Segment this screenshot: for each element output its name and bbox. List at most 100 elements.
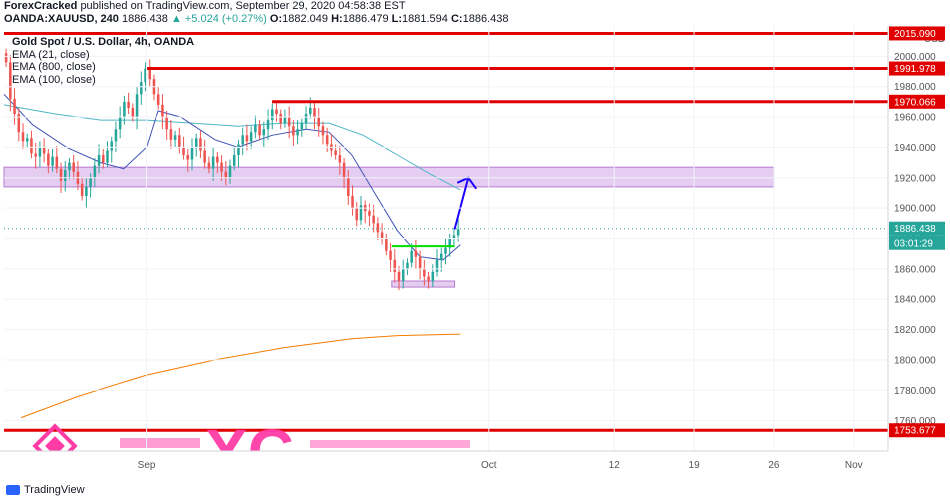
- price-tick-label: 2000.000: [894, 52, 936, 63]
- candle: [376, 217, 380, 241]
- candle-body: [266, 120, 270, 130]
- candle: [80, 177, 84, 201]
- candle-body: [397, 271, 401, 281]
- candle: [102, 148, 105, 169]
- candle-body: [169, 129, 173, 140]
- candle-body: [165, 117, 168, 130]
- price-label-text: 2015.090: [894, 29, 936, 40]
- candle-body: [42, 147, 46, 154]
- price-label-box: [889, 61, 945, 76]
- candle: [9, 54, 12, 111]
- candle: [224, 161, 228, 186]
- candle: [13, 88, 16, 125]
- candle: [85, 177, 88, 209]
- price-chart[interactable]: XC 1760.0001780.0001800.0001820.0001840.…: [0, 26, 950, 476]
- candle-body: [351, 196, 354, 209]
- open-value: 1882.049: [282, 13, 329, 25]
- candle: [300, 118, 304, 137]
- candle-body: [25, 138, 29, 142]
- candle: [55, 145, 59, 174]
- time-tick-label: Nov: [845, 460, 863, 471]
- price-label-box: [889, 26, 945, 41]
- candle: [435, 249, 439, 277]
- candle: [258, 120, 261, 140]
- candle: [165, 111, 168, 140]
- candle: [216, 151, 219, 174]
- candle-body: [376, 223, 380, 233]
- candle-body: [51, 156, 54, 166]
- candle: [393, 249, 397, 283]
- candle-body: [368, 211, 371, 216]
- candle-body: [30, 138, 33, 154]
- candle-body: [338, 155, 342, 163]
- candle: [72, 155, 75, 180]
- candle: [47, 148, 50, 174]
- candle-body: [292, 126, 295, 136]
- candle: [275, 100, 278, 122]
- candle-body: [93, 165, 97, 178]
- candle-body: [85, 186, 88, 196]
- ema100-line: [3, 104, 461, 191]
- candle: [266, 109, 270, 140]
- candle-body: [17, 114, 21, 133]
- candle: [439, 247, 443, 272]
- candle: [279, 109, 282, 130]
- candle-body: [47, 153, 50, 166]
- candle-body: [309, 107, 312, 115]
- candle-body: [161, 104, 164, 118]
- candle: [127, 92, 130, 115]
- candle: [156, 86, 160, 110]
- candle: [287, 106, 291, 139]
- candle: [38, 141, 42, 168]
- ema-layer: [3, 93, 461, 419]
- candle: [452, 227, 456, 247]
- candle-body: [427, 276, 430, 281]
- candle-body: [313, 107, 316, 118]
- tradingview-logo[interactable]: TradingView: [6, 484, 85, 496]
- ohlc-line: OANDA:XAUUSD, 240 1886.438 ▲ +5.024 (+0.…: [4, 13, 508, 25]
- candle: [423, 259, 426, 286]
- candle: [245, 124, 249, 151]
- candle: [63, 161, 67, 192]
- candle: [359, 196, 363, 225]
- price-tick-label: 1900.000: [894, 204, 936, 215]
- candle: [118, 106, 122, 139]
- candle-body: [439, 253, 443, 260]
- candle-body: [304, 114, 308, 124]
- price-tick-label: 1960.000: [894, 113, 936, 124]
- candle: [173, 130, 177, 148]
- candle-body: [203, 150, 206, 163]
- candle: [249, 126, 253, 149]
- candle-body: [144, 68, 147, 83]
- candle-body: [228, 165, 232, 178]
- candle-body: [216, 156, 219, 163]
- candle: [270, 103, 274, 130]
- candle: [140, 71, 143, 105]
- candle: [51, 148, 54, 172]
- candle-body: [279, 114, 282, 124]
- candle-body: [406, 262, 409, 269]
- candle-body: [444, 247, 447, 254]
- published-text: published on TradingView.com, September …: [80, 0, 406, 12]
- candle: [123, 95, 126, 125]
- candle: [68, 158, 71, 180]
- legend-ema100[interactable]: EMA (100, close): [12, 73, 96, 86]
- candle: [148, 59, 152, 87]
- price-label-box: [889, 423, 945, 438]
- candle-body: [178, 135, 181, 148]
- legend-ema800[interactable]: EMA (800, close): [12, 61, 96, 73]
- publisher-name[interactable]: ForexCracked: [4, 0, 78, 12]
- time-tick-label: Oct: [481, 460, 497, 471]
- candle-body: [123, 101, 126, 118]
- candle-body: [118, 117, 122, 130]
- candle: [178, 127, 181, 154]
- candle-body: [34, 153, 37, 157]
- candle-body: [110, 141, 113, 151]
- candle: [427, 271, 430, 289]
- axis-layer: 1760.000 1780.000 1800.000 1820.000 1840.000…: [0, 26, 946, 476]
- legend-ema21[interactable]: EMA (21, close): [12, 48, 90, 61]
- candle-body: [140, 82, 143, 95]
- time-tick-label: 26: [768, 460, 780, 471]
- candle: [406, 258, 409, 275]
- candle: [17, 107, 21, 142]
